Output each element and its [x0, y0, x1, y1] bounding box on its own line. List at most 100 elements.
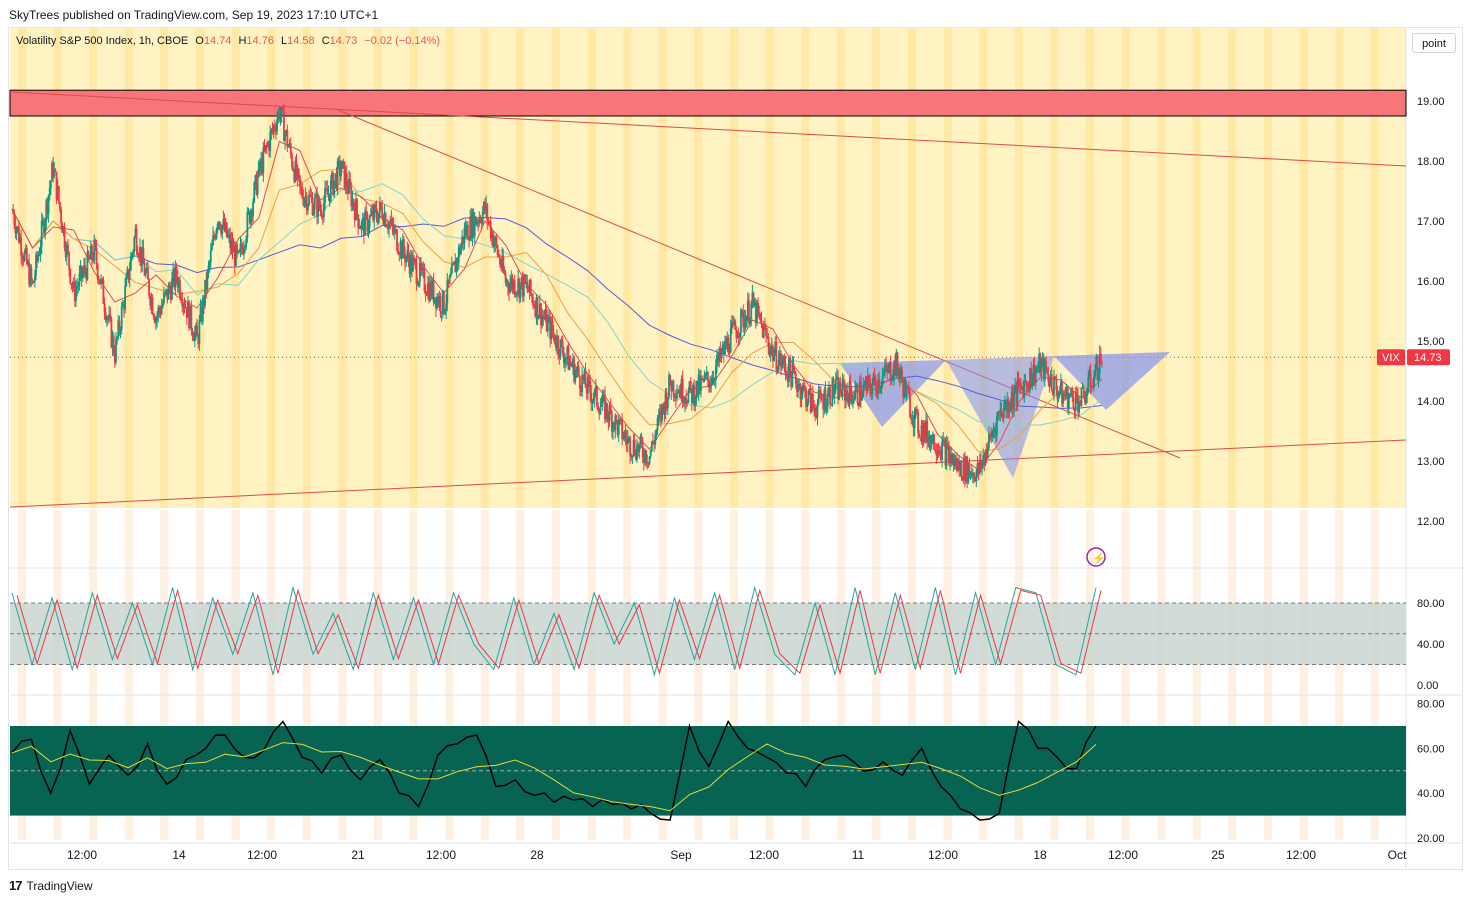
candle-body — [462, 236, 465, 244]
candle-body — [1083, 396, 1086, 403]
candle-body — [525, 281, 528, 283]
candle-body — [982, 455, 985, 463]
candle-body — [71, 284, 74, 288]
candle-body — [744, 318, 747, 328]
candle-body — [30, 267, 33, 280]
candle-body — [187, 301, 189, 318]
candle-body — [200, 307, 203, 322]
candle-body — [814, 407, 817, 415]
candle-body — [560, 339, 563, 343]
candle-body — [240, 243, 243, 249]
candle-body — [729, 328, 732, 353]
candle-body — [363, 217, 365, 236]
candle-body — [1075, 392, 1078, 397]
candle-body — [522, 274, 525, 297]
candle-body — [553, 334, 556, 344]
legend-low-label: L — [281, 35, 288, 47]
session-stripe — [480, 28, 489, 508]
candle-body — [1051, 390, 1054, 395]
candle-body — [986, 447, 989, 459]
session-stripe-lower — [231, 510, 240, 840]
candle-body — [932, 434, 934, 444]
point-button[interactable]: point — [1412, 33, 1456, 53]
candle-body — [696, 380, 699, 395]
candle-body — [235, 244, 237, 266]
candle-body — [37, 254, 40, 261]
candle-body — [19, 237, 21, 243]
candle-body — [706, 372, 709, 380]
candle-body — [615, 415, 618, 421]
candle-body — [132, 251, 135, 255]
candle-body — [140, 247, 143, 266]
candle-body — [1073, 408, 1076, 411]
session-stripe-lower — [1370, 510, 1379, 840]
candle-body — [47, 195, 50, 214]
legend-open: 14.74 — [203, 35, 232, 47]
candle-body — [479, 217, 482, 222]
candle-body — [100, 278, 103, 284]
rsi-signal-line — [11, 742, 1097, 812]
candle-body — [131, 254, 133, 257]
candle-body — [510, 277, 513, 284]
candle-body — [878, 379, 881, 390]
session-stripe-lower — [160, 510, 169, 840]
candle-body — [214, 236, 217, 239]
candle-body — [302, 197, 305, 205]
candle-body — [735, 329, 738, 339]
candle-body — [394, 229, 397, 231]
candle-body — [631, 455, 634, 457]
candle-body — [842, 378, 845, 385]
candle-body — [87, 251, 90, 258]
candle-body — [1001, 415, 1004, 419]
candle-body — [38, 254, 41, 256]
candle-body — [894, 361, 897, 375]
candle-body — [512, 280, 515, 290]
candle-body — [558, 352, 561, 358]
candle-body — [977, 463, 980, 474]
candle-body — [1065, 386, 1068, 397]
candle-body — [176, 277, 179, 288]
candle-body — [922, 422, 925, 442]
candle-body — [1054, 376, 1057, 379]
candle-body — [949, 454, 951, 463]
candle-body — [885, 365, 887, 369]
candle-body — [368, 216, 371, 228]
candle-body — [514, 293, 517, 295]
candle-body — [269, 132, 272, 152]
candle-body — [762, 324, 765, 338]
candle-body — [999, 409, 1002, 414]
time-tick-label: 11 — [852, 848, 865, 862]
candle-body — [239, 243, 242, 250]
candle-body — [357, 214, 360, 228]
candle-body — [461, 236, 464, 246]
candle-body — [12, 209, 15, 214]
candle-body — [633, 440, 636, 455]
candle-body — [113, 353, 116, 363]
stochastic-tick-label: 80.00 — [1417, 598, 1445, 610]
candle-body — [548, 317, 550, 320]
candle-body — [1080, 387, 1083, 406]
time-tick-label: 12:00 — [749, 848, 779, 862]
candle-body — [360, 222, 363, 230]
candle-body — [248, 210, 251, 224]
candle-body — [604, 394, 606, 420]
candle-body — [157, 307, 160, 316]
candle-body — [1057, 394, 1060, 400]
session-stripe-lower — [1192, 510, 1201, 840]
candle-body — [649, 451, 652, 457]
candle-body — [786, 374, 789, 383]
candle-body — [317, 198, 320, 217]
candle-body — [955, 458, 958, 472]
tradingview-logo-icon: 17 — [9, 878, 23, 893]
candle-body — [985, 451, 988, 459]
candle-body — [292, 166, 294, 171]
candle-body — [287, 146, 290, 148]
candle-body — [668, 374, 670, 398]
candle-body — [971, 472, 974, 477]
session-stripe-lower — [374, 510, 382, 840]
candle-body — [598, 410, 601, 415]
candle-body — [588, 376, 590, 381]
candle-body — [204, 279, 206, 306]
candle-body — [666, 397, 669, 409]
